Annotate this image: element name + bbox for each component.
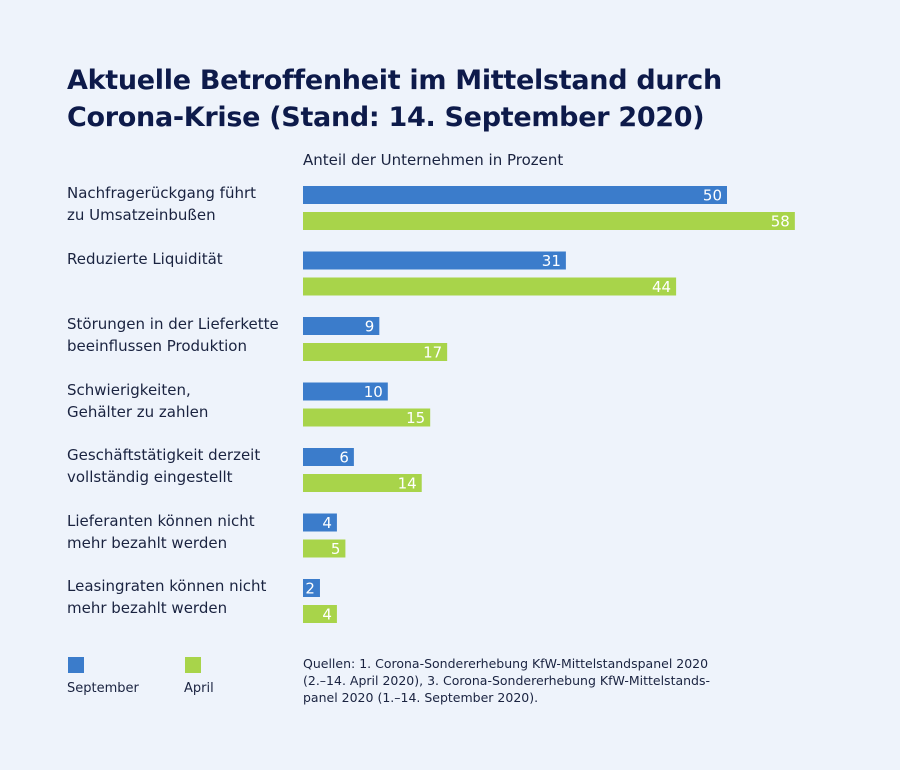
value-label: 5 bbox=[331, 540, 341, 558]
value-label: 9 bbox=[365, 318, 375, 336]
bar bbox=[303, 343, 448, 361]
value-label: 44 bbox=[652, 278, 671, 296]
value-label: 4 bbox=[322, 514, 332, 532]
value-label: 58 bbox=[771, 213, 790, 231]
chart-subtitle: Anteil der Unternehmen in Prozent bbox=[303, 151, 564, 169]
category-label: Leasingraten können nicht mehr bezahlt w… bbox=[67, 577, 267, 617]
value-label: 6 bbox=[339, 449, 349, 467]
category-label: Lieferanten können nicht mehr bezahlt we… bbox=[67, 511, 255, 552]
legend-label: September bbox=[67, 681, 139, 696]
bar bbox=[303, 408, 431, 427]
value-label: 10 bbox=[364, 383, 383, 401]
bar bbox=[303, 448, 354, 466]
chart-title: Aktuelle Betroffenheit im Mittelstand du… bbox=[67, 65, 722, 133]
source-note: Quellen: 1. Corona-Sondererhebung KfW-Mi… bbox=[303, 656, 711, 705]
bar bbox=[303, 251, 566, 270]
bar bbox=[303, 382, 388, 401]
legend-swatch bbox=[185, 657, 201, 673]
bar bbox=[303, 277, 677, 296]
bar bbox=[303, 212, 795, 230]
category-label: Reduzierte Liquidität bbox=[67, 249, 223, 268]
bar bbox=[303, 186, 727, 204]
value-label: 14 bbox=[398, 475, 417, 493]
legend-label: April bbox=[184, 681, 214, 696]
value-label: 15 bbox=[406, 409, 425, 427]
value-label: 17 bbox=[423, 344, 442, 362]
bar bbox=[303, 513, 337, 532]
category-label: Störungen in der Lieferkette beeinflusse… bbox=[67, 315, 279, 355]
legend-swatch bbox=[68, 657, 84, 673]
bar bbox=[303, 317, 380, 335]
bar bbox=[303, 579, 320, 597]
value-label: 4 bbox=[322, 606, 332, 624]
category-label: Nachfragerückgang führt zu Umsatzeinbuße… bbox=[67, 184, 257, 224]
value-label: 31 bbox=[542, 252, 561, 270]
bar bbox=[303, 539, 346, 558]
value-label: 50 bbox=[703, 187, 722, 205]
bar bbox=[303, 605, 337, 623]
category-label: Geschäftstätigkeit derzeit vollständig e… bbox=[67, 446, 261, 486]
value-label: 2 bbox=[305, 580, 315, 598]
bar bbox=[303, 474, 422, 492]
category-label: Schwierigkeiten, Gehälter zu zahlen bbox=[67, 380, 209, 421]
